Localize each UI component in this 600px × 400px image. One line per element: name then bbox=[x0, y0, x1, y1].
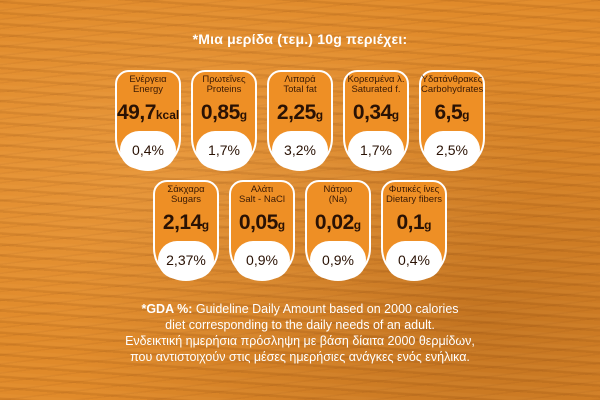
nutrient-row-1: Ενέργεια Energy 49,7kcal 0,4% Πρωτεΐνες … bbox=[0, 70, 600, 171]
gda-percent: 3,2% bbox=[272, 131, 328, 169]
footnote-line-1: *GDA %: Guideline Daily Amount based on … bbox=[0, 301, 600, 317]
label-greek: Υδατάνθρακες bbox=[421, 74, 483, 85]
value-number: 49,7 bbox=[117, 101, 156, 124]
label-greek: Αλάτι bbox=[250, 184, 274, 195]
nutrient-label: Σάκχαρα Sugars bbox=[155, 185, 217, 205]
nutrient-card-salt: Αλάτι Salt - NaCl 0,05g 0,9% bbox=[229, 180, 295, 281]
label-greek: Πρωτεΐνες bbox=[202, 74, 246, 85]
nutrient-value: 2,14g bbox=[155, 211, 217, 235]
value-number: 0,02 bbox=[314, 211, 354, 234]
label-greek: Νάτριο bbox=[323, 184, 353, 195]
gda-prefix: *GDA %: bbox=[141, 302, 193, 316]
gda-percent: 2,5% bbox=[424, 131, 480, 169]
nutrient-row-2: Σάκχαρα Sugars 2,14g 2,37% Αλάτι Salt - … bbox=[0, 180, 600, 281]
gda-percent: 0,4% bbox=[120, 131, 176, 169]
nutrient-label: Πρωτεΐνες Proteins bbox=[193, 75, 255, 95]
gda-percent: 0,4% bbox=[386, 241, 442, 279]
nutrient-value: 49,7kcal bbox=[117, 101, 179, 125]
nutrient-value: 0,05g bbox=[231, 211, 293, 235]
label-english: Carbohydrates bbox=[421, 84, 484, 95]
value-number: 0,1 bbox=[396, 211, 425, 234]
nutrient-card-energy: Ενέργεια Energy 49,7kcal 0,4% bbox=[115, 70, 181, 171]
nutrient-card-saturated-fat: Κορεσμένα λ. Saturated f. 0,34g 1,7% bbox=[343, 70, 409, 171]
nutrient-label: Κορεσμένα λ. Saturated f. bbox=[345, 75, 407, 95]
label-english: Sugars bbox=[170, 194, 202, 205]
nutrient-card-sugars: Σάκχαρα Sugars 2,14g 2,37% bbox=[153, 180, 219, 281]
nutrient-value: 2,25g bbox=[269, 101, 331, 125]
label-english: Energy bbox=[132, 84, 164, 95]
label-english: Saturated f. bbox=[351, 84, 401, 95]
footnote-line-4: που αντιστοιχούν στις μέσες ημερήσιες αν… bbox=[130, 350, 470, 364]
value-unit: g bbox=[201, 218, 210, 232]
value-number: 0,34 bbox=[352, 101, 392, 124]
nutrient-card-total-fat: Λιπαρά Total fat 2,25g 3,2% bbox=[267, 70, 333, 171]
label-greek: Σάκχαρα bbox=[167, 184, 205, 195]
nutrient-value: 0,34g bbox=[345, 101, 407, 125]
nutrient-label: Φυτικές ίνες Dietary fibers bbox=[383, 185, 445, 205]
nutrient-card-carbohydrates: Υδατάνθρακες Carbohydrates 6,5g 2,5% bbox=[419, 70, 485, 171]
nutrient-card-sodium: Νάτριο (Na) 0,02g 0,9% bbox=[305, 180, 371, 281]
value-unit: g bbox=[462, 108, 470, 122]
value-unit: g bbox=[239, 108, 248, 122]
gda-percent: 0,9% bbox=[234, 241, 290, 279]
nutrient-card-proteins: Πρωτεΐνες Proteins 0,85g 1,7% bbox=[191, 70, 257, 171]
value-unit: g bbox=[315, 108, 324, 122]
value-unit: g bbox=[391, 108, 400, 122]
gda-percent: 0,9% bbox=[310, 241, 366, 279]
gda-percent: 1,7% bbox=[348, 131, 404, 169]
nutrient-value: 6,5g bbox=[421, 101, 483, 125]
value-number: 2,25 bbox=[276, 101, 316, 124]
nutrient-value: 0,02g bbox=[307, 211, 369, 235]
serving-header: *Μια μερίδα (τεμ.) 10g περιέχει: bbox=[192, 31, 408, 47]
label-english: Dietary fibers bbox=[386, 194, 442, 205]
nutrient-card-dietary-fibers: Φυτικές ίνες Dietary fibers 0,1g 0,4% bbox=[381, 180, 447, 281]
footnote-text: Guideline Daily Amount based on 2000 cal… bbox=[192, 302, 459, 316]
label-english: Total fat bbox=[283, 84, 317, 95]
gda-footnote: *GDA %: Guideline Daily Amount based on … bbox=[0, 301, 600, 365]
value-number: 6,5 bbox=[434, 101, 463, 124]
gda-percent: 1,7% bbox=[196, 131, 252, 169]
label-greek: Φυτικές ίνες bbox=[388, 184, 440, 195]
label-english: Proteins bbox=[206, 84, 242, 95]
value-unit: g bbox=[424, 218, 432, 232]
value-unit: g bbox=[353, 218, 362, 232]
nutrient-value: 0,85g bbox=[193, 101, 255, 125]
footnote-line-2: diet corresponding to the daily needs of… bbox=[165, 318, 435, 332]
gda-percent: 2,37% bbox=[158, 241, 214, 279]
nutrient-label: Υδατάνθρακες Carbohydrates bbox=[421, 75, 483, 95]
nutrient-label: Λιπαρά Total fat bbox=[269, 75, 331, 95]
label-english: Salt - NaCl bbox=[239, 194, 285, 205]
value-number: 0,05 bbox=[238, 211, 278, 234]
nutrient-label: Ενέργεια Energy bbox=[117, 75, 179, 95]
nutrient-value: 0,1g bbox=[383, 211, 445, 235]
label-greek: Λιπαρά bbox=[284, 74, 316, 85]
nutrient-label: Αλάτι Salt - NaCl bbox=[231, 185, 293, 205]
footnote-line-3: Ενδεικτική ημερήσια πρόσληψη με βάση δία… bbox=[125, 334, 475, 348]
value-number: 2,14 bbox=[162, 211, 202, 234]
nutrient-label: Νάτριο (Na) bbox=[307, 185, 369, 205]
value-unit: g bbox=[277, 218, 286, 232]
label-greek: Κορεσμένα λ. bbox=[347, 74, 405, 85]
label-greek: Ενέργεια bbox=[129, 74, 167, 85]
value-unit: kcal bbox=[155, 108, 180, 122]
label-english: (Na) bbox=[328, 194, 348, 205]
value-number: 0,85 bbox=[200, 101, 240, 124]
